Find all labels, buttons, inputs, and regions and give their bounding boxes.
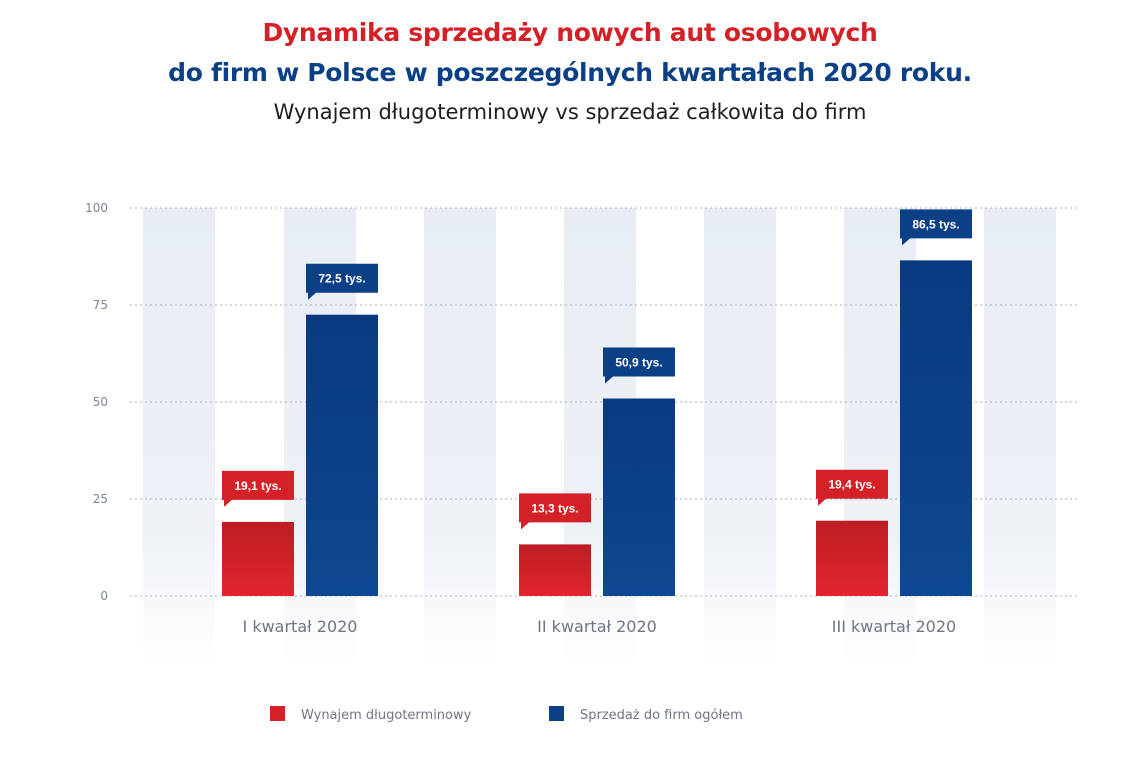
bar-wynajem: [816, 520, 888, 596]
category-label: III kwartał 2020: [832, 617, 956, 636]
y-tick-label: 0: [100, 589, 108, 603]
data-label-callout: [222, 470, 294, 507]
legend-label: Sprzedaż do firm ogółem: [580, 708, 743, 723]
background-stripe: [424, 208, 496, 666]
bar-sprzedaz: [603, 398, 675, 596]
data-label: 50,9 tys.: [603, 347, 675, 384]
data-label: 19,1 tys.: [222, 470, 294, 507]
data-label-callout: [306, 263, 378, 300]
legend-item-wynajem: Wynajem długoterminowy: [270, 706, 472, 723]
y-tick-label: 25: [93, 492, 108, 506]
bar-wynajem: [222, 521, 294, 596]
chart-subtitle: Wynajem długoterminowy vs sprzedaż całko…: [273, 100, 867, 124]
data-label-text: 72,5 tys.: [318, 272, 365, 286]
bar-wynajem: [519, 544, 591, 596]
background-stripe: [984, 208, 1056, 666]
data-label: 72,5 tys.: [306, 263, 378, 300]
data-label-callout: [900, 209, 972, 246]
legend-label: Wynajem długoterminowy: [301, 708, 472, 723]
data-label: 86,5 tys.: [900, 209, 972, 246]
data-labels: 19,1 tys. 72,5 tys. 13,3 tys. 50,9 tys. 19,4…: [222, 209, 972, 530]
y-tick-label: 50: [93, 395, 108, 409]
bars: [222, 260, 972, 596]
category-label: II kwartał 2020: [537, 617, 657, 636]
legend: Wynajem długoterminowy Sprzedaż do firm o…: [270, 706, 743, 723]
data-label: 13,3 tys.: [519, 493, 591, 530]
data-label-callout: [816, 469, 888, 506]
data-label-text: 19,4 tys.: [828, 478, 875, 492]
legend-swatch: [549, 706, 564, 721]
background-stripe: [143, 208, 215, 666]
category-label: I kwartał 2020: [243, 617, 358, 636]
bar-sprzedaz: [900, 260, 972, 596]
legend-swatch: [270, 706, 285, 721]
legend-item-sprzedaz: Sprzedaż do firm ogółem: [549, 706, 743, 723]
y-tick-label: 75: [93, 298, 108, 312]
data-label-text: 19,1 tys.: [234, 479, 281, 493]
bar-sprzedaz: [306, 314, 378, 596]
data-label: 19,4 tys.: [816, 469, 888, 506]
chart-title-line2: do firm w Polsce w poszczególnych kwarta…: [168, 58, 972, 87]
y-axis-ticks: 0 25 50 75 100: [85, 201, 108, 603]
background-stripe: [704, 208, 776, 666]
chart-title-line1: Dynamika sprzedaży nowych aut osobowych: [262, 18, 878, 47]
category-labels: I kwartał 2020 II kwartał 2020 III kwartał…: [243, 617, 957, 636]
data-label-text: 50,9 tys.: [615, 356, 662, 370]
data-label-text: 86,5 tys.: [912, 217, 959, 231]
data-label-callout: [519, 493, 591, 530]
data-label-text: 13,3 tys.: [531, 501, 578, 515]
y-tick-label: 100: [85, 201, 108, 215]
data-label-callout: [603, 347, 675, 384]
